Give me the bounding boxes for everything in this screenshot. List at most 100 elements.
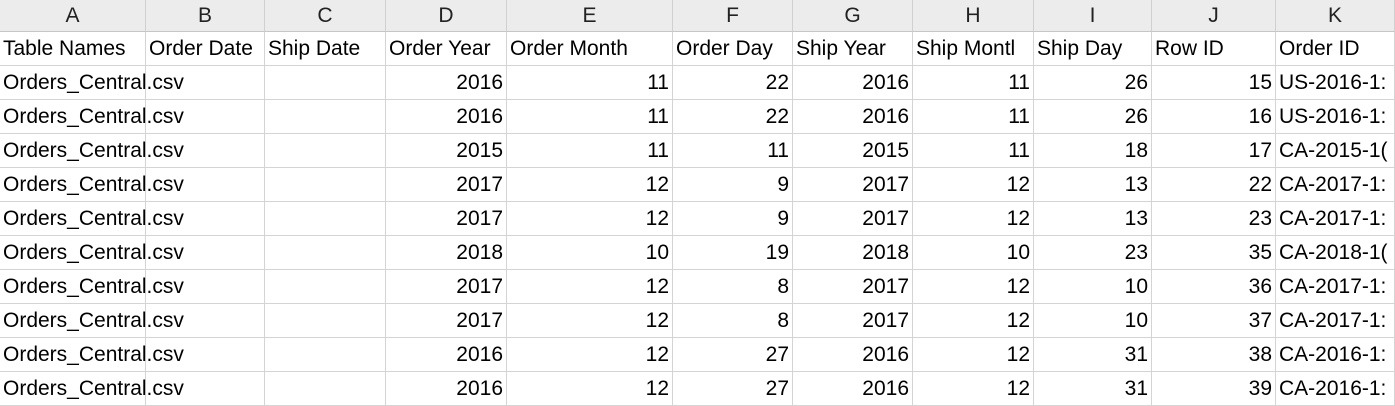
- column-header-d[interactable]: D: [386, 0, 507, 32]
- data-cell[interactable]: 11: [507, 134, 673, 168]
- data-cell[interactable]: 12: [913, 338, 1034, 372]
- data-cell[interactable]: [146, 168, 265, 202]
- data-cell[interactable]: Orders_Central.csv: [0, 236, 184, 270]
- data-cell[interactable]: 31: [1034, 338, 1152, 372]
- data-cell[interactable]: 12: [507, 338, 673, 372]
- header-cell[interactable]: Ship Year: [793, 32, 913, 66]
- data-cell[interactable]: 2018: [793, 236, 913, 270]
- data-cell[interactable]: [146, 338, 265, 372]
- data-cell[interactable]: 12: [507, 304, 673, 338]
- data-cell[interactable]: 11: [913, 66, 1034, 100]
- data-cell[interactable]: [265, 134, 386, 168]
- data-cell[interactable]: 39: [1152, 372, 1276, 406]
- data-cell[interactable]: US-2016-1:: [1276, 100, 1395, 134]
- data-cell[interactable]: 38: [1152, 338, 1276, 372]
- header-cell[interactable]: Row ID: [1152, 32, 1276, 66]
- data-cell[interactable]: [146, 66, 265, 100]
- data-cell[interactable]: 2016: [793, 372, 913, 406]
- data-cell[interactable]: [265, 338, 386, 372]
- data-cell[interactable]: 23: [1034, 236, 1152, 270]
- data-cell[interactable]: 11: [507, 100, 673, 134]
- data-cell[interactable]: 2017: [386, 168, 507, 202]
- data-cell[interactable]: 12: [507, 202, 673, 236]
- data-cell[interactable]: [146, 100, 265, 134]
- data-cell[interactable]: 13: [1034, 168, 1152, 202]
- data-cell[interactable]: 2017: [386, 202, 507, 236]
- data-cell[interactable]: 2016: [793, 338, 913, 372]
- data-cell[interactable]: 11: [673, 134, 793, 168]
- data-cell[interactable]: [265, 372, 386, 406]
- data-cell[interactable]: 19: [673, 236, 793, 270]
- data-cell[interactable]: CA-2016-1:: [1276, 372, 1395, 406]
- data-cell[interactable]: 26: [1034, 66, 1152, 100]
- header-cell[interactable]: Ship Montl: [913, 32, 1034, 66]
- data-cell[interactable]: 36: [1152, 270, 1276, 304]
- column-header-i[interactable]: I: [1034, 0, 1152, 32]
- data-cell[interactable]: 2017: [386, 304, 507, 338]
- data-cell[interactable]: [265, 270, 386, 304]
- data-cell[interactable]: 26: [1034, 100, 1152, 134]
- data-cell[interactable]: [265, 304, 386, 338]
- header-cell[interactable]: Order Day: [673, 32, 793, 66]
- data-cell[interactable]: 11: [507, 66, 673, 100]
- data-cell[interactable]: [146, 202, 265, 236]
- data-cell[interactable]: 2017: [793, 168, 913, 202]
- header-cell[interactable]: Order ID: [1276, 32, 1395, 66]
- data-cell[interactable]: Orders_Central.csv: [0, 202, 184, 236]
- data-cell[interactable]: 12: [913, 304, 1034, 338]
- data-cell[interactable]: [265, 236, 386, 270]
- data-cell[interactable]: [146, 134, 265, 168]
- data-cell[interactable]: Orders_Central.csv: [0, 168, 184, 202]
- data-cell[interactable]: 12: [913, 372, 1034, 406]
- data-cell[interactable]: US-2016-1:: [1276, 66, 1395, 100]
- data-cell[interactable]: 12: [507, 270, 673, 304]
- data-cell[interactable]: CA-2017-1:: [1276, 202, 1395, 236]
- data-cell[interactable]: CA-2017-1:: [1276, 270, 1395, 304]
- data-cell[interactable]: 10: [913, 236, 1034, 270]
- data-cell[interactable]: Orders_Central.csv: [0, 134, 184, 168]
- header-cell[interactable]: Table Names: [0, 32, 146, 66]
- data-cell[interactable]: CA-2016-1:: [1276, 338, 1395, 372]
- header-cell[interactable]: Order Date: [146, 32, 265, 66]
- data-cell[interactable]: 2017: [793, 304, 913, 338]
- data-cell[interactable]: 2015: [793, 134, 913, 168]
- data-cell[interactable]: 9: [673, 168, 793, 202]
- data-cell[interactable]: 11: [913, 134, 1034, 168]
- data-cell[interactable]: Orders_Central.csv: [0, 338, 184, 372]
- column-header-g[interactable]: G: [793, 0, 913, 32]
- data-cell[interactable]: 2017: [793, 270, 913, 304]
- column-header-c[interactable]: C: [265, 0, 386, 32]
- data-cell[interactable]: 12: [507, 168, 673, 202]
- data-cell[interactable]: 27: [673, 338, 793, 372]
- data-cell[interactable]: 10: [1034, 270, 1152, 304]
- data-cell[interactable]: CA-2018-1(: [1276, 236, 1395, 270]
- data-cell[interactable]: 2018: [386, 236, 507, 270]
- data-cell[interactable]: 12: [913, 168, 1034, 202]
- data-cell[interactable]: 8: [673, 304, 793, 338]
- data-cell[interactable]: 8: [673, 270, 793, 304]
- data-cell[interactable]: 9: [673, 202, 793, 236]
- column-header-j[interactable]: J: [1152, 0, 1276, 32]
- data-cell[interactable]: 2016: [386, 100, 507, 134]
- data-cell[interactable]: 17: [1152, 134, 1276, 168]
- data-cell[interactable]: 31: [1034, 372, 1152, 406]
- data-cell[interactable]: 2016: [386, 66, 507, 100]
- data-cell[interactable]: CA-2015-1(: [1276, 134, 1395, 168]
- data-cell[interactable]: CA-2017-1:: [1276, 168, 1395, 202]
- header-cell[interactable]: Order Year: [386, 32, 507, 66]
- data-cell[interactable]: 2017: [793, 202, 913, 236]
- data-cell[interactable]: 15: [1152, 66, 1276, 100]
- data-cell[interactable]: 2016: [793, 66, 913, 100]
- data-cell[interactable]: [146, 236, 265, 270]
- column-header-e[interactable]: E: [507, 0, 673, 32]
- data-cell[interactable]: [265, 66, 386, 100]
- data-cell[interactable]: 22: [673, 66, 793, 100]
- data-cell[interactable]: 2016: [386, 372, 507, 406]
- data-cell[interactable]: [146, 270, 265, 304]
- data-cell[interactable]: 2016: [793, 100, 913, 134]
- data-cell[interactable]: [146, 304, 265, 338]
- data-cell[interactable]: Orders_Central.csv: [0, 66, 184, 100]
- header-cell[interactable]: Ship Day: [1034, 32, 1152, 66]
- data-cell[interactable]: CA-2017-1:: [1276, 304, 1395, 338]
- data-cell[interactable]: Orders_Central.csv: [0, 372, 184, 406]
